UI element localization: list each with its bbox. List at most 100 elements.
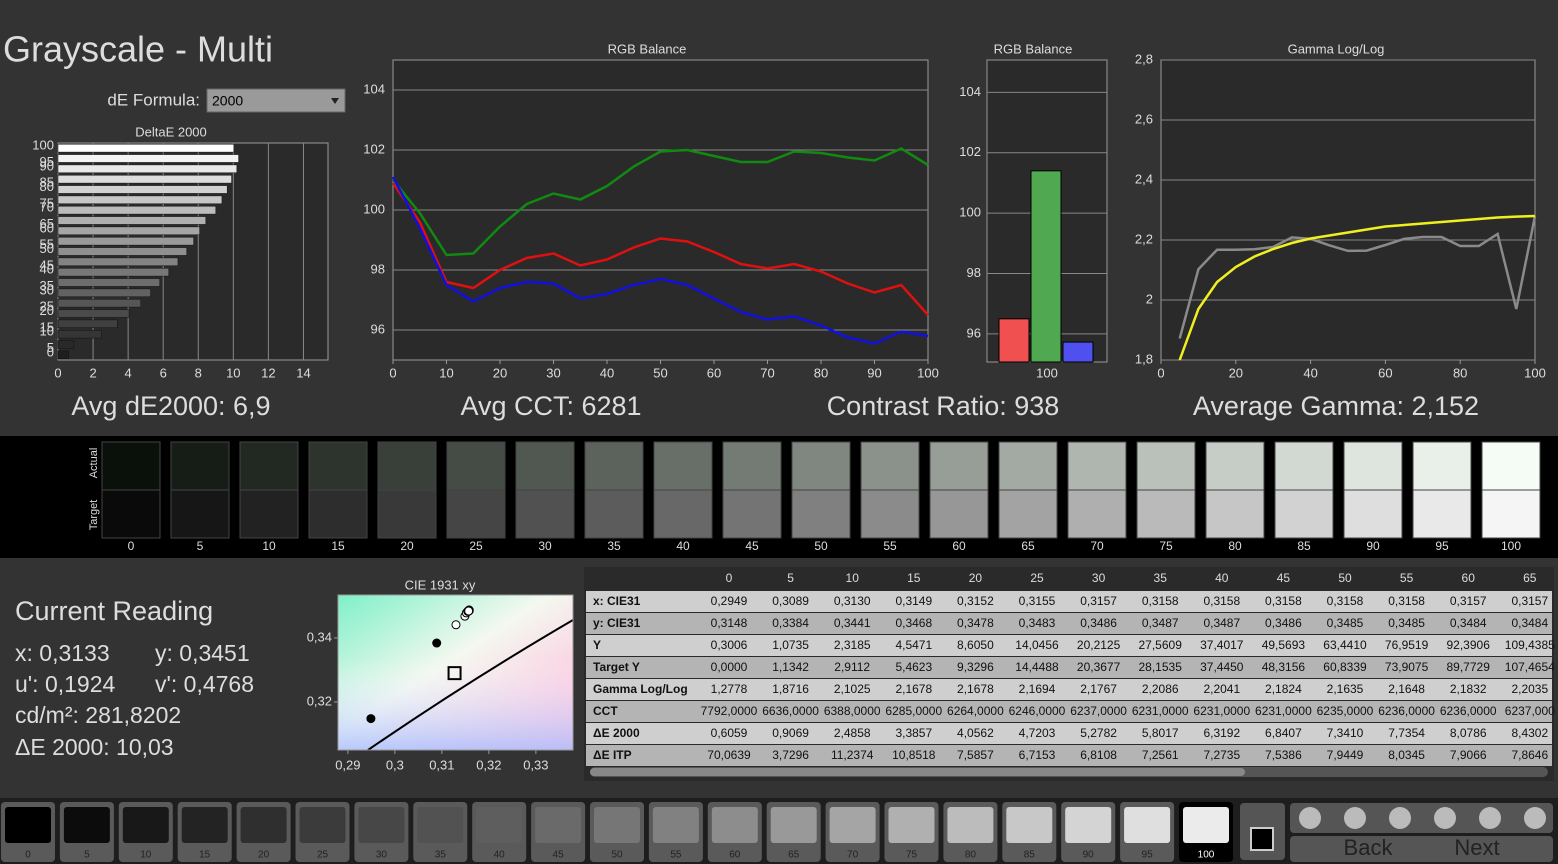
table-cell: 0,3158 (1388, 594, 1425, 608)
table-cell: 0,3485 (1388, 616, 1425, 630)
level-swatch[interactable] (122, 807, 169, 843)
level-swatch[interactable] (240, 807, 287, 843)
level-swatch[interactable] (770, 807, 817, 843)
level-label[interactable]: 85 (1024, 850, 1036, 861)
level-label[interactable]: 10 (140, 850, 152, 861)
table-cell: 27,5609 (1139, 638, 1183, 652)
table-cell: 7,5386 (1265, 748, 1302, 762)
table-header: 50 (1338, 571, 1352, 585)
level-label[interactable]: 0 (25, 850, 31, 861)
swatch-label: 5 (197, 539, 204, 553)
level-swatch[interactable] (947, 807, 994, 843)
level-swatch[interactable] (417, 807, 464, 843)
level-label[interactable]: 75 (906, 850, 918, 861)
level-swatch[interactable] (1006, 807, 1053, 843)
level-label[interactable]: 35 (435, 850, 447, 861)
level-label[interactable]: 80 (965, 850, 977, 861)
swatch-target (998, 489, 1058, 539)
table-scroll-thumb[interactable] (590, 768, 1245, 776)
level-label[interactable]: 15 (199, 850, 211, 861)
level-label[interactable]: 50 (611, 850, 623, 861)
swatch-target (515, 489, 575, 539)
btn-loop[interactable] (1434, 807, 1456, 829)
table-cell: 0,3384 (772, 616, 809, 630)
level-label[interactable]: 55 (670, 850, 682, 861)
swatch-target (1205, 489, 1265, 539)
bar (57, 350, 69, 360)
level-swatch[interactable] (652, 807, 699, 843)
level-label[interactable]: 95 (1142, 850, 1154, 861)
swatch-label: 0 (128, 539, 135, 553)
btn-play[interactable] (1344, 807, 1366, 829)
level-swatch[interactable] (181, 807, 228, 843)
level-swatch[interactable] (1124, 807, 1171, 843)
y-tick-label: 96 (371, 321, 385, 336)
row-label: y: CIE31 (593, 616, 641, 630)
table-cell: 1,1342 (772, 660, 809, 674)
level-swatch[interactable] (535, 807, 582, 843)
table-cell: 6236,0000 (1378, 704, 1435, 718)
level-label[interactable]: 100 (1198, 850, 1215, 861)
level-swatch[interactable] (1183, 807, 1229, 843)
swatch-actual (101, 441, 161, 491)
level-label[interactable]: 70 (847, 850, 859, 861)
level-swatch[interactable] (711, 807, 758, 843)
row-label: CCT (593, 704, 618, 718)
next-button[interactable]: Next (1454, 835, 1499, 860)
level-label[interactable]: 60 (729, 850, 741, 861)
back-button[interactable]: Back (1344, 835, 1394, 860)
swatch-target (653, 489, 713, 539)
x-tick-label: 60 (1378, 365, 1392, 380)
table-header: 25 (1030, 571, 1044, 585)
level-swatch[interactable] (5, 807, 51, 843)
level-label[interactable]: 40 (494, 850, 506, 861)
level-label[interactable]: 5 (84, 850, 90, 861)
y-tick-label: 2,4 (1135, 171, 1153, 186)
btn-more[interactable] (1524, 807, 1546, 829)
level-label[interactable]: 20 (258, 850, 270, 861)
table-cell: 10,8518 (892, 748, 936, 762)
level-label[interactable]: 45 (553, 850, 565, 861)
table-cell: 76,9519 (1385, 638, 1429, 652)
swatch-actual (239, 441, 299, 491)
x-tick-label: 20 (493, 365, 507, 380)
btn-refresh[interactable] (1479, 807, 1501, 829)
level-label[interactable]: 90 (1083, 850, 1095, 861)
level-swatch[interactable] (888, 807, 935, 843)
table-cell: 6,7153 (1019, 748, 1056, 762)
level-swatch[interactable] (829, 807, 876, 843)
level-swatch[interactable] (358, 807, 405, 843)
bar (57, 195, 223, 205)
formula-select[interactable] (206, 88, 346, 113)
level-label[interactable]: 65 (788, 850, 800, 861)
level-swatch[interactable] (476, 807, 523, 843)
select-arrow[interactable] (331, 98, 339, 104)
level-swatch[interactable] (1065, 807, 1112, 843)
swatch-target (1343, 489, 1403, 539)
level-label[interactable]: 30 (376, 850, 388, 861)
level-swatch[interactable] (594, 807, 640, 843)
y-tick-label: 2,6 (1135, 111, 1153, 126)
table-cell: 3,7296 (772, 748, 809, 762)
table-cell: 2,3185 (834, 638, 871, 652)
table-cell: 2,1832 (1450, 682, 1487, 696)
nav-row[interactable] (1290, 836, 1553, 862)
table-row (586, 635, 1552, 656)
table-cell: 70,0639 (707, 748, 751, 762)
table-cell: 0,3484 (1450, 616, 1487, 630)
level-swatch[interactable] (63, 807, 110, 843)
level-swatch[interactable] (299, 807, 346, 843)
swatch-label: 40 (676, 539, 690, 553)
swatch-actual (308, 441, 368, 491)
x-tick-label: 30 (546, 365, 560, 380)
btn-fit[interactable] (1389, 807, 1411, 829)
table-cell: 4,0562 (957, 726, 994, 740)
y-tick-label: 55 (40, 237, 54, 252)
x-tick-label: 2 (89, 365, 96, 380)
series-line (1178, 214, 1536, 361)
btn-stop[interactable] (1299, 807, 1321, 829)
formula-value[interactable]: 2000 (212, 93, 243, 109)
level-label[interactable]: 25 (317, 850, 329, 861)
table-cell: 8,4302 (1511, 726, 1548, 740)
button-row[interactable] (1290, 803, 1553, 833)
